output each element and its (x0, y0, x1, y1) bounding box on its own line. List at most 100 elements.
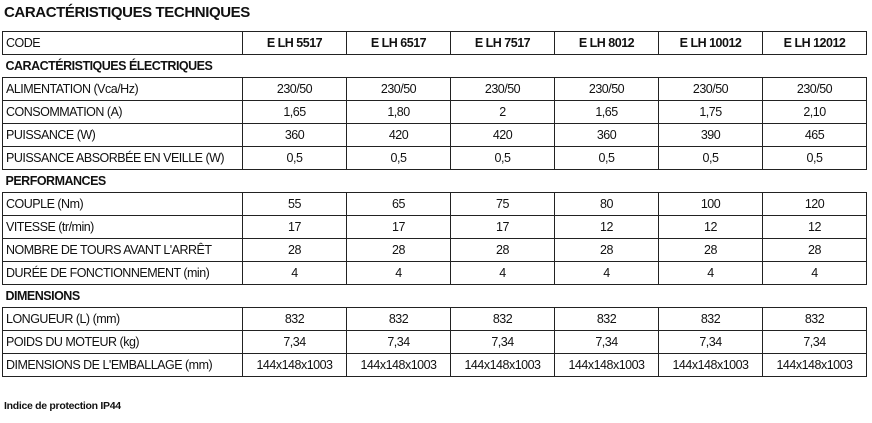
cell: 144x148x1003 (658, 353, 763, 377)
cell: 7,34 (346, 330, 451, 354)
cell: 0,5 (658, 146, 763, 170)
section-row: DIMENSIONS (2, 284, 867, 308)
cell: 0,5 (346, 146, 451, 170)
cell: 1,65 (554, 100, 659, 124)
cell: 4 (554, 261, 659, 285)
row-label: LONGUEUR (L) (mm) (2, 307, 243, 331)
cell: 80 (554, 192, 659, 216)
cell: 144x148x1003 (450, 353, 555, 377)
cell: 100 (658, 192, 763, 216)
data-row: VITESSE (tr/min) 17 17 17 12 12 12 (2, 215, 867, 239)
row-label: DIMENSIONS DE L'EMBALLAGE (mm) (2, 353, 243, 377)
cell: 4 (346, 261, 451, 285)
cell: 832 (554, 307, 659, 331)
cell: 360 (242, 123, 347, 147)
cell: 28 (242, 238, 347, 262)
cell: 7,34 (450, 330, 555, 354)
cell: 832 (658, 307, 763, 331)
cell: 120 (762, 192, 867, 216)
data-row: DIMENSIONS DE L'EMBALLAGE (mm) 144x148x10… (2, 353, 867, 377)
model-code: E LH 6517 (346, 31, 451, 55)
row-label: CONSOMMATION (A) (2, 100, 243, 124)
cell: 832 (762, 307, 867, 331)
cell: 28 (658, 238, 763, 262)
data-row: COUPLE (Nm) 55 65 75 80 100 120 (2, 192, 867, 216)
spec-table: CODE E LH 5517 E LH 6517 E LH 7517 E LH 8012… (2, 31, 867, 377)
cell: 230/50 (242, 77, 347, 101)
cell: 360 (554, 123, 659, 147)
cell: 832 (346, 307, 451, 331)
cell: 75 (450, 192, 555, 216)
model-code: E LH 12012 (762, 31, 867, 55)
cell: 144x148x1003 (554, 353, 659, 377)
cell: 4 (762, 261, 867, 285)
section-row: CARACTÉRISTIQUES ÉLECTRIQUES (2, 54, 867, 78)
cell: 2 (450, 100, 555, 124)
title: CARACTÉRISTIQUES TECHNIQUES (4, 4, 250, 21)
cell: 0,5 (762, 146, 867, 170)
cell: 4 (658, 261, 763, 285)
cell: 465 (762, 123, 867, 147)
cell: 12 (762, 215, 867, 239)
cell: 1,75 (658, 100, 763, 124)
cell: 230/50 (450, 77, 555, 101)
cell: 4 (450, 261, 555, 285)
cell: 55 (242, 192, 347, 216)
footer-note: Indice de protection IP44 (4, 400, 121, 412)
section-title: DIMENSIONS (2, 284, 867, 308)
row-label: POIDS DU MOTEUR (kg) (2, 330, 243, 354)
cell: 144x148x1003 (242, 353, 347, 377)
cell: 12 (658, 215, 763, 239)
cell: 7,34 (658, 330, 763, 354)
data-row: CONSOMMATION (A) 1,65 1,80 2 1,65 1,75 2,10 (2, 100, 867, 124)
cell: 0,5 (450, 146, 555, 170)
cell: 230/50 (554, 77, 659, 101)
cell: 420 (450, 123, 555, 147)
cell: 230/50 (762, 77, 867, 101)
cell: 832 (242, 307, 347, 331)
cell: 28 (762, 238, 867, 262)
cell: 144x148x1003 (346, 353, 451, 377)
row-label: PUISSANCE ABSORBÉE EN VEILLE (W) (2, 146, 243, 170)
cell: 0,5 (554, 146, 659, 170)
header-row: CODE E LH 5517 E LH 6517 E LH 7517 E LH 8012… (2, 31, 867, 55)
data-row: DURÉE DE FONCTIONNEMENT (min) 4 4 4 4 4 4 (2, 261, 867, 285)
cell: 4 (242, 261, 347, 285)
row-label: NOMBRE DE TOURS AVANT L'ARRÊT (2, 238, 243, 262)
cell: 17 (242, 215, 347, 239)
cell: 144x148x1003 (762, 353, 867, 377)
model-code: E LH 5517 (242, 31, 347, 55)
header-label: CODE (2, 31, 243, 55)
model-code: E LH 7517 (450, 31, 555, 55)
cell: 28 (554, 238, 659, 262)
cell: 17 (346, 215, 451, 239)
model-code: E LH 10012 (658, 31, 763, 55)
cell: 12 (554, 215, 659, 239)
section-title: CARACTÉRISTIQUES ÉLECTRIQUES (2, 54, 867, 78)
cell: 7,34 (554, 330, 659, 354)
row-label: PUISSANCE (W) (2, 123, 243, 147)
data-row: PUISSANCE (W) 360 420 420 360 390 465 (2, 123, 867, 147)
row-label: DURÉE DE FONCTIONNEMENT (min) (2, 261, 243, 285)
data-row: LONGUEUR (L) (mm) 832 832 832 832 832 832 (2, 307, 867, 331)
data-row: PUISSANCE ABSORBÉE EN VEILLE (W) 0,5 0,5 0,… (2, 146, 867, 170)
cell: 1,80 (346, 100, 451, 124)
section-row: PERFORMANCES (2, 169, 867, 193)
cell: 28 (450, 238, 555, 262)
cell: 17 (450, 215, 555, 239)
model-code: E LH 8012 (554, 31, 659, 55)
data-row: NOMBRE DE TOURS AVANT L'ARRÊT 28 28 28 28 28 2… (2, 238, 867, 262)
cell: 832 (450, 307, 555, 331)
data-row: ALIMENTATION (Vca/Hz) 230/50 230/50 230/50 2… (2, 77, 867, 101)
cell: 390 (658, 123, 763, 147)
section-title: PERFORMANCES (2, 169, 867, 193)
cell: 7,34 (762, 330, 867, 354)
row-label: VITESSE (tr/min) (2, 215, 243, 239)
data-row: POIDS DU MOTEUR (kg) 7,34 7,34 7,34 7,34 7,34… (2, 330, 867, 354)
cell: 1,65 (242, 100, 347, 124)
cell: 28 (346, 238, 451, 262)
cell: 65 (346, 192, 451, 216)
cell: 7,34 (242, 330, 347, 354)
row-label: COUPLE (Nm) (2, 192, 243, 216)
cell: 230/50 (658, 77, 763, 101)
